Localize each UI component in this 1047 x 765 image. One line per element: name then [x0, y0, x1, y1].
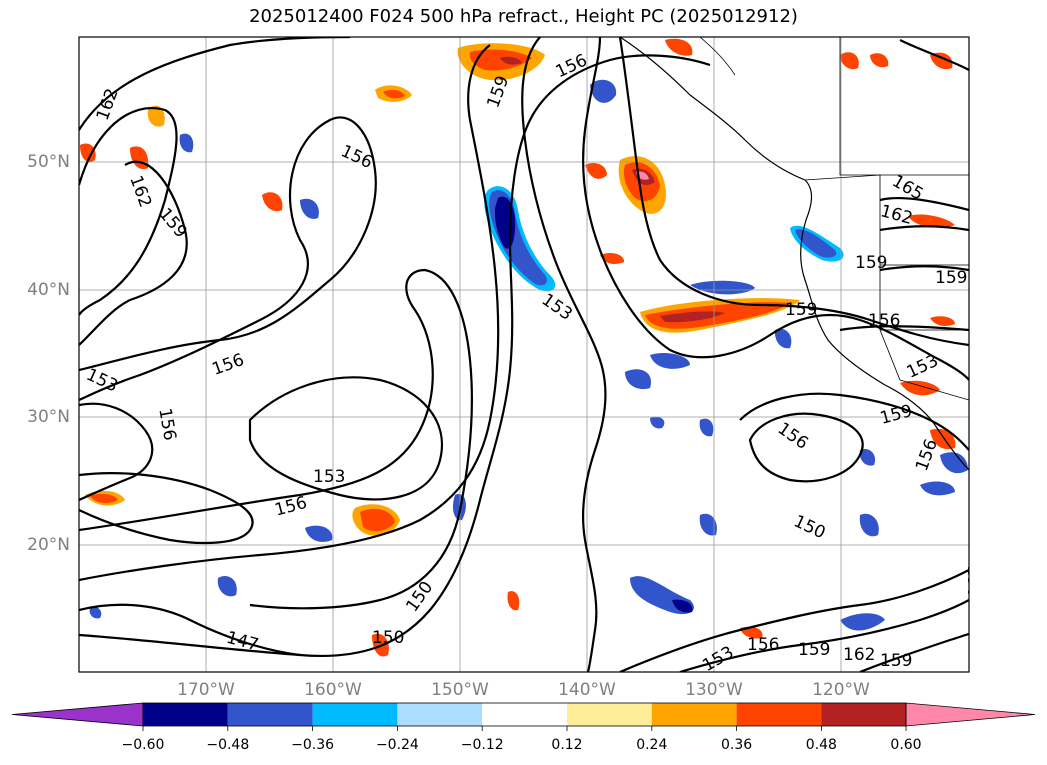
shade-positive: [600, 252, 625, 264]
lon-label: 140°W: [558, 680, 616, 700]
lon-label: 120°W: [812, 680, 870, 700]
shade-negative: [89, 606, 102, 619]
contour-label: 159: [880, 651, 912, 671]
colorbar-tick-label: −0.60: [121, 737, 165, 753]
colorbar-segment: [397, 703, 483, 726]
shade-positive: [80, 143, 96, 162]
contour-label: 162: [843, 645, 875, 665]
lat-label: 30°N: [27, 407, 70, 427]
shade-negative: [625, 369, 651, 390]
shade-negative: [859, 513, 879, 537]
colorbar-extend-left: [11, 702, 144, 727]
colorbar-tick-label: 0.48: [805, 737, 837, 753]
shade-negative: [217, 575, 237, 597]
shade-positive: [500, 56, 522, 65]
shade-positive: [840, 52, 859, 70]
contour-label: 153: [313, 467, 345, 487]
colorbar-tick-label: −0.36: [291, 737, 335, 753]
colorbar-tick-label: 0.36: [721, 737, 753, 753]
shade-negative: [840, 613, 885, 631]
colorbar-segment: [143, 703, 228, 726]
colorbar-tick-label: −0.12: [460, 737, 504, 753]
shading-layer: [80, 38, 968, 657]
colorbar-tick-label: 0.60: [890, 737, 922, 753]
shade-positive: [585, 163, 607, 179]
shade-positive: [908, 214, 955, 228]
colorbar-segment: [651, 703, 737, 726]
shade-positive: [383, 89, 405, 99]
colorbar-segment: [227, 703, 313, 726]
colorbar-segment: [821, 703, 907, 726]
colorbar-tick-label: 0.12: [551, 737, 583, 753]
contour-label: 159: [785, 300, 817, 320]
lat-label: 20°N: [27, 535, 70, 555]
colorbar-tick-label: −0.24: [375, 737, 419, 753]
shade-positive: [507, 591, 520, 611]
height-contours: [79, 37, 969, 672]
colorbar-tick-label: 0.24: [636, 737, 668, 753]
shade-negative: [650, 353, 690, 369]
shade-positive: [660, 311, 725, 323]
contour-label: 156: [868, 311, 900, 331]
shade-negative: [305, 525, 333, 542]
shade-positive: [469, 49, 532, 71]
shade-positive: [262, 192, 283, 212]
shade-positive: [90, 493, 118, 504]
lon-label: 160°W: [304, 680, 362, 700]
shade-negative: [179, 133, 194, 153]
shade-positive: [147, 105, 165, 127]
lon-label: 170°W: [177, 680, 235, 700]
lat-label: 50°N: [27, 152, 70, 172]
contour-label: 150: [372, 628, 404, 648]
contour-label: 159: [798, 640, 830, 660]
contour-label: 150: [963, 565, 983, 597]
shade-negative: [795, 229, 837, 258]
contour-label: 159: [855, 253, 887, 273]
gridlines: [79, 37, 969, 672]
shade-negative: [650, 416, 665, 429]
shade-positive: [930, 428, 956, 450]
shade-negative: [699, 418, 714, 437]
shade-negative: [920, 481, 955, 496]
shade-positive: [665, 38, 693, 56]
colorbar-segment: [312, 703, 398, 726]
colorbar-segment: [567, 703, 652, 726]
shade-negative: [590, 79, 617, 103]
contour-label: 156: [747, 635, 779, 655]
plot-frame: [78, 36, 970, 673]
shade-negative: [699, 513, 717, 536]
lat-label: 40°N: [27, 280, 70, 300]
shade-positive: [930, 316, 955, 326]
plot-background: [79, 37, 969, 672]
shade-negative: [940, 452, 968, 474]
shade-negative: [300, 198, 319, 219]
colorbar-extend-right: [905, 702, 1036, 727]
colorbar: [11, 702, 1036, 731]
shade-negative: [859, 449, 876, 466]
map-title: 2025012400 F024 500 hPa refract., Height…: [249, 6, 798, 27]
colorbar-segment: [482, 703, 567, 726]
shade-negative: [672, 599, 693, 613]
lon-label: 130°W: [685, 680, 743, 700]
contour-label: 159: [935, 268, 967, 288]
shade-positive: [900, 380, 940, 396]
colorbar-tick-label: −0.48: [206, 737, 250, 753]
shade-negative: [690, 280, 755, 295]
shade-negative: [774, 328, 792, 349]
shade-positive: [870, 53, 889, 68]
colorbar-segment: [736, 703, 822, 726]
coastline: [619, 37, 969, 471]
shade-positive: [930, 52, 953, 70]
shade-positive: [360, 508, 395, 532]
lon-label: 150°W: [431, 680, 489, 700]
